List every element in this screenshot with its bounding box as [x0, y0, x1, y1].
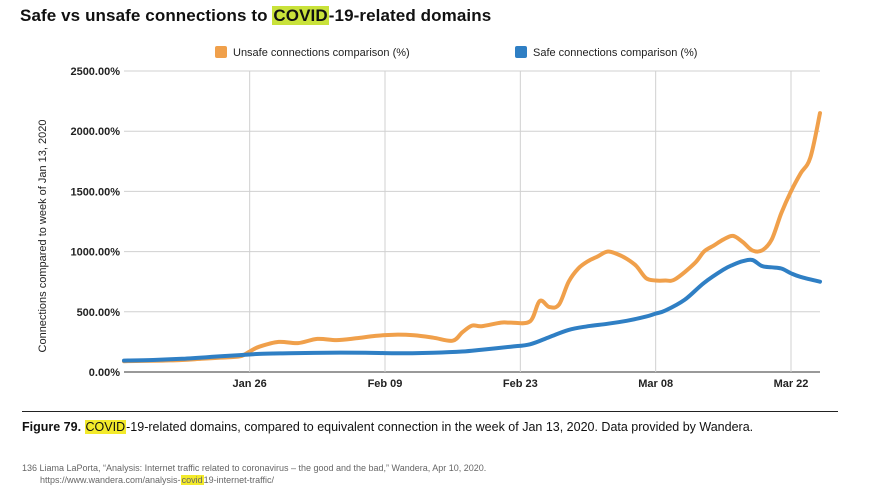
- footnote-url[interactable]: https://www.wandera.com/analysis-covid19…: [40, 475, 274, 485]
- y-tick-label: 1000.00%: [70, 247, 120, 259]
- y-tick-label: 2500.00%: [70, 66, 120, 78]
- series-line-0: [122, 111, 822, 364]
- series-line-1: [122, 257, 822, 363]
- title-highlight: COVID: [272, 6, 329, 25]
- line-chart: 0.00% 500.00% 1000.00% 1500.00% 2000.00% 2500…: [37, 46, 822, 390]
- y-tick-label: 500.00%: [77, 307, 121, 319]
- y-tick-label: 0.00%: [89, 367, 120, 379]
- y-axis-ticks: 0.00% 500.00% 1000.00% 1500.00% 2000.00% 2500…: [70, 66, 120, 379]
- footnote-citation: 136 Liama LaPorta, “Analysis: Internet t…: [22, 463, 487, 473]
- caption-highlight: COVID: [84, 420, 127, 434]
- legend-label: Unsafe connections comparison (%): [233, 47, 410, 59]
- chart-grid: [124, 70, 820, 373]
- footnote: 136 Liama LaPorta, “Analysis: Internet t…: [22, 462, 486, 486]
- legend-swatch: [515, 46, 527, 58]
- x-tick-label: Jan 26: [233, 378, 267, 390]
- legend-swatch: [215, 46, 227, 58]
- x-tick-label: Mar 22: [774, 378, 809, 390]
- chart-legend: Unsafe connections comparison (%) Safe co…: [215, 46, 697, 59]
- legend-label: Safe connections comparison (%): [533, 47, 697, 59]
- y-axis-label: Connections compared to week of Jan 13, …: [37, 120, 49, 353]
- y-tick-label: 1500.00%: [70, 186, 120, 198]
- figure-caption: Figure 79. COVID-19-related domains, com…: [22, 420, 754, 434]
- y-tick-label: 2000.00%: [70, 126, 120, 138]
- page-title: Safe vs unsafe connections to COVID-19-r…: [20, 6, 492, 25]
- caption-rule: [22, 411, 838, 412]
- x-tick-label: Feb 23: [503, 378, 538, 390]
- chart-lines: [122, 111, 822, 364]
- x-tick-label: Feb 09: [368, 378, 403, 390]
- x-axis-ticks: Jan 26 Feb 09 Feb 23 Mar 08 Mar 22: [233, 378, 809, 390]
- x-tick-label: Mar 08: [638, 378, 673, 390]
